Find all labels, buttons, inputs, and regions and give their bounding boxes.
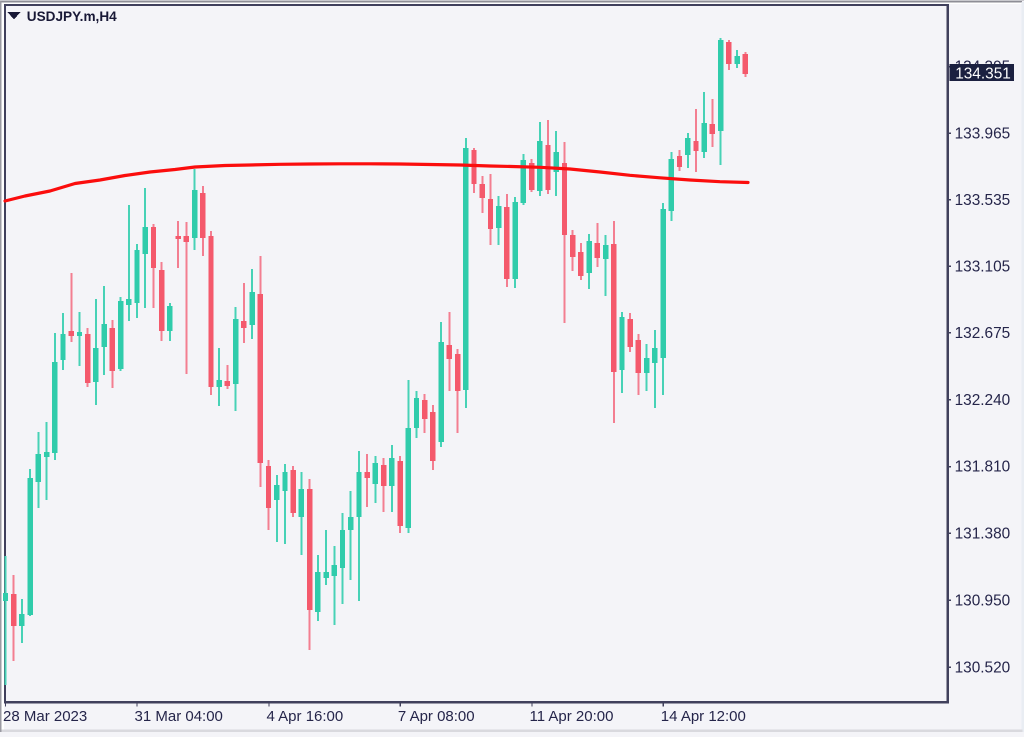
svg-text:133.535: 133.535 <box>955 192 1011 209</box>
svg-text:USDJPY.m,H4: USDJPY.m,H4 <box>27 9 117 24</box>
svg-text:133.105: 133.105 <box>955 259 1011 276</box>
svg-text:132.675: 132.675 <box>955 325 1011 342</box>
svg-text:14 Apr 12:00: 14 Apr 12:00 <box>661 708 746 725</box>
svg-text:11 Apr 20:00: 11 Apr 20:00 <box>530 708 614 725</box>
svg-text:7 Apr 08:00: 7 Apr 08:00 <box>398 708 475 725</box>
svg-text:131.810: 131.810 <box>955 459 1011 476</box>
svg-text:130.950: 130.950 <box>955 593 1011 610</box>
svg-text:134.351: 134.351 <box>955 65 1011 82</box>
svg-text:31 Mar 04:00: 31 Mar 04:00 <box>135 708 223 725</box>
svg-text:130.520: 130.520 <box>955 659 1011 676</box>
svg-text:132.240: 132.240 <box>955 392 1011 409</box>
svg-text:131.380: 131.380 <box>955 526 1011 543</box>
svg-text:28 Mar 2023: 28 Mar 2023 <box>3 708 87 725</box>
svg-text:4 Apr 16:00: 4 Apr 16:00 <box>267 708 344 725</box>
svg-text:133.965: 133.965 <box>955 125 1011 142</box>
